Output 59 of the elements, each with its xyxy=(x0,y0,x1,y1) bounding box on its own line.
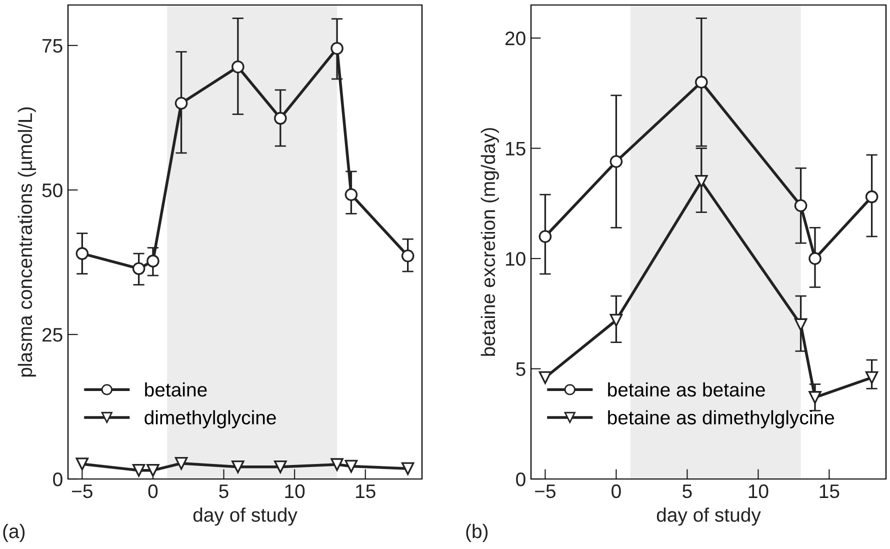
point xyxy=(808,391,822,404)
point xyxy=(695,76,708,89)
point xyxy=(401,462,414,475)
point xyxy=(344,188,358,201)
point xyxy=(794,318,808,332)
point xyxy=(344,460,358,473)
x-tick-label: 0 xyxy=(612,484,621,498)
point xyxy=(330,42,344,55)
point xyxy=(132,464,146,477)
y-tick-label: 25 xyxy=(42,328,62,342)
point xyxy=(808,252,822,265)
point xyxy=(146,254,160,268)
point xyxy=(232,460,244,474)
x-tick-label: 0 xyxy=(148,484,158,498)
y-tick-label: 20 xyxy=(505,32,526,46)
point xyxy=(132,262,146,275)
x-tick-label: 5 xyxy=(219,484,228,498)
y-tick-label: 15 xyxy=(506,142,526,156)
legend-label: betaine xyxy=(145,382,207,397)
point xyxy=(174,96,188,110)
x-tick-label: 5 xyxy=(682,484,692,498)
point xyxy=(865,371,878,384)
x-tick-label: 15 xyxy=(356,484,376,498)
point xyxy=(794,199,808,212)
point xyxy=(146,464,160,477)
text: (b) xyxy=(466,524,488,542)
point xyxy=(695,174,708,188)
point xyxy=(274,460,287,474)
x-tick-label: −5 xyxy=(535,484,556,498)
x-tick-label: 10 xyxy=(285,484,305,498)
y-tick-label: 10 xyxy=(506,252,526,266)
x-tick-label: 10 xyxy=(748,484,768,498)
point xyxy=(274,112,287,125)
y-axis-title: betaine excretion (mg/day) xyxy=(480,128,499,356)
y-tick-label: 5 xyxy=(516,362,526,376)
point xyxy=(174,457,188,470)
legend-label: betaine as betaine xyxy=(608,382,765,397)
y-tick-label: 0 xyxy=(516,472,526,486)
point xyxy=(610,314,623,327)
legend-label: betaine as dimethylglycine xyxy=(608,410,834,428)
y-tick-label: 0 xyxy=(53,472,62,486)
point xyxy=(538,371,552,384)
point xyxy=(538,230,552,243)
x-tick-label: 15 xyxy=(820,484,840,498)
point xyxy=(330,458,344,471)
x-tick-label: −5 xyxy=(72,484,92,498)
point xyxy=(865,190,878,204)
text: (a) xyxy=(3,524,25,542)
point xyxy=(76,247,89,260)
point xyxy=(401,249,414,262)
y-tick-label: 50 xyxy=(42,183,62,198)
x-axis-title: day of study xyxy=(193,508,298,526)
point xyxy=(610,155,623,168)
point xyxy=(232,60,244,74)
y-tick-label: 75 xyxy=(42,39,62,53)
legend-label: dimethylglycine xyxy=(144,410,276,428)
point xyxy=(76,458,89,470)
x-axis-title: day of study xyxy=(656,508,761,526)
y-axis-title: plasma concentrations (µmol/L) xyxy=(18,107,36,377)
